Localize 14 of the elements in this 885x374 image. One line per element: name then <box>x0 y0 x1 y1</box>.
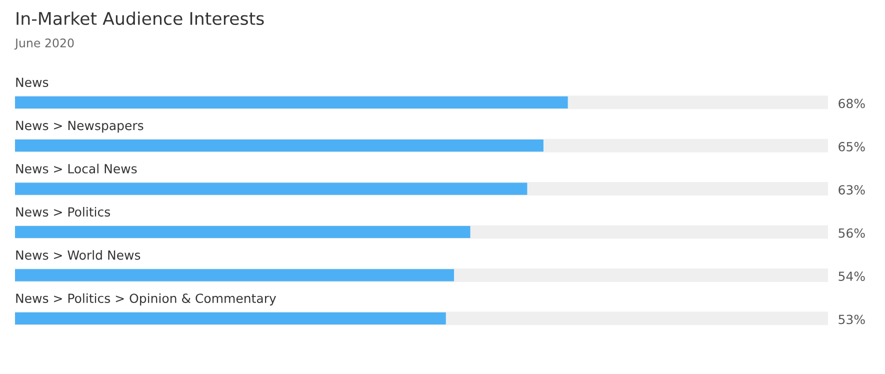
data-label: 53% <box>838 314 865 324</box>
data-label: 56% <box>838 228 865 238</box>
y-tick-label: News > Politics <box>16 206 110 217</box>
y-tick-label: News <box>16 78 48 88</box>
data-label: 63% <box>838 185 865 195</box>
chart-subtitle: June 2020 <box>14 38 74 50</box>
y-tick-label: News > Politics > Opinion & Commentary <box>16 293 276 306</box>
data-label: 54% <box>838 272 865 281</box>
chart-title: In-Market Audience Interests <box>16 12 264 26</box>
y-tick-label: News > World News <box>16 250 140 260</box>
data-label: 68% <box>838 98 865 108</box>
y-tick-label: News > Local News <box>16 164 137 174</box>
y-tick-label: News > Newspapers <box>16 120 144 133</box>
data-label: 65% <box>838 142 865 152</box>
